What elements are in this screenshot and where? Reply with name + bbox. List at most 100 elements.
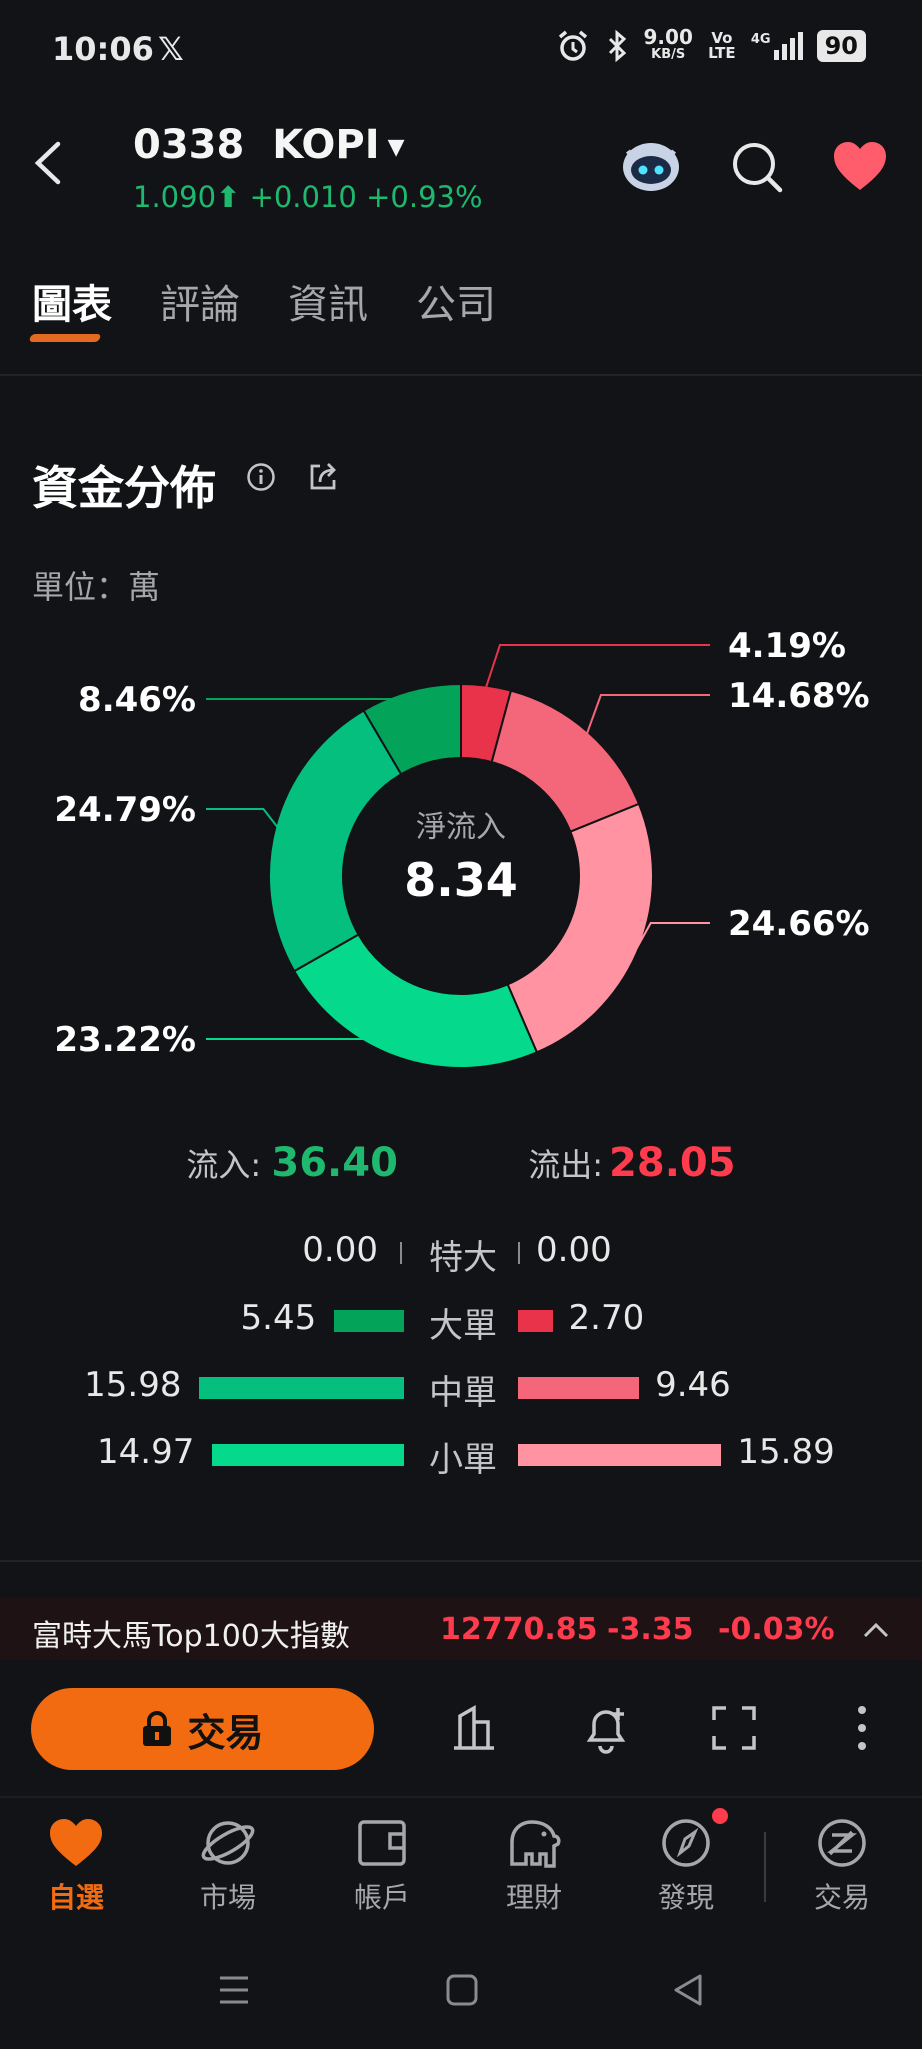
index-value: 12770.85 [440,1612,598,1647]
donut-slice [362,682,462,776]
leader-line [635,922,710,949]
home-icon[interactable] [442,1970,482,2010]
wallet-icon [358,1820,406,1866]
index-change: -3.35 [607,1612,694,1647]
outflow-bar [518,1310,553,1332]
inflow-bar [334,1310,404,1332]
inflow-amount: 15.98 [84,1365,182,1405]
inflow-amount: 14.97 [97,1432,195,1472]
order-size-label: 中單 [429,1373,497,1413]
recent-apps-icon[interactable] [214,1970,254,2010]
center-value: 8.34 [404,853,518,907]
price-change-pct: +0.93% [366,180,483,214]
price-change: +0.010 [249,180,357,214]
back-arrow-icon[interactable] [30,138,70,188]
tab-bar: 圖表 評論 資訊 公司 [32,272,496,330]
planet-icon [201,1821,255,1865]
breakdown-row: 14.97 小單 15.89 [0,1428,922,1480]
battery-indicator: 90 [816,30,866,62]
heart-icon [50,1819,102,1866]
slice-percent-label: 24.66% [728,904,870,944]
more-options-icon[interactable] [836,1702,888,1754]
inflow-value: 36.40 [271,1140,398,1186]
caret-down-icon: ▼ [387,134,405,160]
compare-chart-icon[interactable] [448,1702,500,1754]
nav-discover[interactable]: 發現 [626,1818,746,1916]
index-change-pct: -0.03% [718,1612,835,1647]
search-icon[interactable] [730,140,784,194]
system-back-icon[interactable] [668,1970,708,2010]
divider [0,374,922,376]
outflow-bar [518,1444,722,1466]
tab-company[interactable]: 公司 [416,282,496,328]
unit-label: 單位：萬 [32,568,161,606]
nav-market[interactable]: 市場 [168,1818,288,1916]
flow-summary: 流入: 36.40 流出: 28.05 [0,1140,922,1186]
x-logo-icon: 𝕏 [158,30,184,68]
tab-news[interactable]: 資訊 [288,282,368,328]
outflow-amount: 15.89 [737,1432,835,1472]
bottom-nav [0,1796,922,1948]
trade-icon [818,1819,866,1867]
favorite-heart-icon[interactable] [832,140,888,192]
nav-separator [764,1832,766,1902]
section-title: 資金分佈 [32,461,216,515]
nav-wealth[interactable]: 理財 [474,1818,594,1916]
outflow-amount: 2.70 [568,1298,645,1338]
stock-name: KOPI [272,122,380,168]
slice-percent-label: 8.46% [78,680,196,720]
trade-button[interactable]: 交易 [31,1688,374,1770]
bluetooth-icon [608,29,626,63]
index-ticker-bar[interactable] [0,1598,922,1660]
breakdown-row: 0.00 特大 0.00 [0,1226,922,1278]
outflow-amount: 9.46 [655,1365,731,1405]
up-arrow-icon: ⬆ [216,180,241,214]
center-label: 淨流入 [416,810,506,845]
status-icons: 9.00 KB/S Vo LTE 4G 90 [556,25,866,64]
share-icon[interactable] [306,460,340,494]
price: 1.090 [133,180,217,214]
breakdown-row: 15.98 中單 9.46 [0,1361,922,1413]
chevron-up-icon[interactable] [862,1616,890,1644]
outflow-bar [518,1377,640,1399]
nav-watchlist[interactable]: 自選 [16,1818,136,1916]
donut-slice [490,689,641,833]
slice-percent-label: 23.22% [54,1020,196,1060]
stock-code: 0338 [133,122,245,168]
inflow-amount: 5.45 [240,1298,317,1338]
breakdown-row: 5.45 大單 2.70 [0,1294,922,1346]
slice-percent-label: 14.68% [728,676,870,716]
inflow-label: 流入: [186,1146,262,1184]
outflow-value: 28.05 [609,1140,736,1186]
slice-percent-label: 24.79% [54,790,196,830]
trade-button-label: 交易 [187,1710,264,1755]
slice-percent-label: 4.19% [728,626,846,666]
donut-slice [506,802,654,1054]
robot-assistant-icon[interactable] [618,135,684,195]
outflow-bar [518,1242,520,1264]
volte-badge: Vo LTE [708,29,736,62]
capital-distribution-donut-chart: 4.19% 14.68% 24.66% 23.22% 24.79% 8.46% 淨流入 8… [54,626,870,1069]
nav-trade[interactable]: 交易 [782,1818,902,1916]
tab-comments[interactable]: 評論 [160,282,240,328]
elephant-icon [510,1820,561,1868]
inflow-bar [199,1377,404,1399]
index-name: 富時大馬Top100大指數 [32,1619,350,1654]
tab-chart[interactable]: 圖表 [32,272,112,330]
price-alert-bell-icon[interactable] [580,1702,632,1754]
nav-account[interactable]: 帳戶 [322,1818,442,1916]
info-icon[interactable] [246,462,276,492]
inflow-bar [400,1242,402,1264]
quote-line: 1.090⬆ +0.010 +0.93% [133,180,483,214]
leader-line [206,1038,402,1057]
notification-dot [712,1808,728,1824]
fullscreen-icon[interactable] [708,1702,760,1754]
net-speed: 9.00 KB/S [643,25,693,62]
order-size-label: 大單 [429,1306,497,1346]
stock-title[interactable]: 0338 KOPI ▼ [133,122,405,168]
status-time: 10:06 [52,30,154,68]
donut-slice [292,933,539,1069]
leader-line [206,808,279,828]
lock-icon [143,1711,172,1746]
outflow-amount: 0.00 [536,1230,612,1270]
